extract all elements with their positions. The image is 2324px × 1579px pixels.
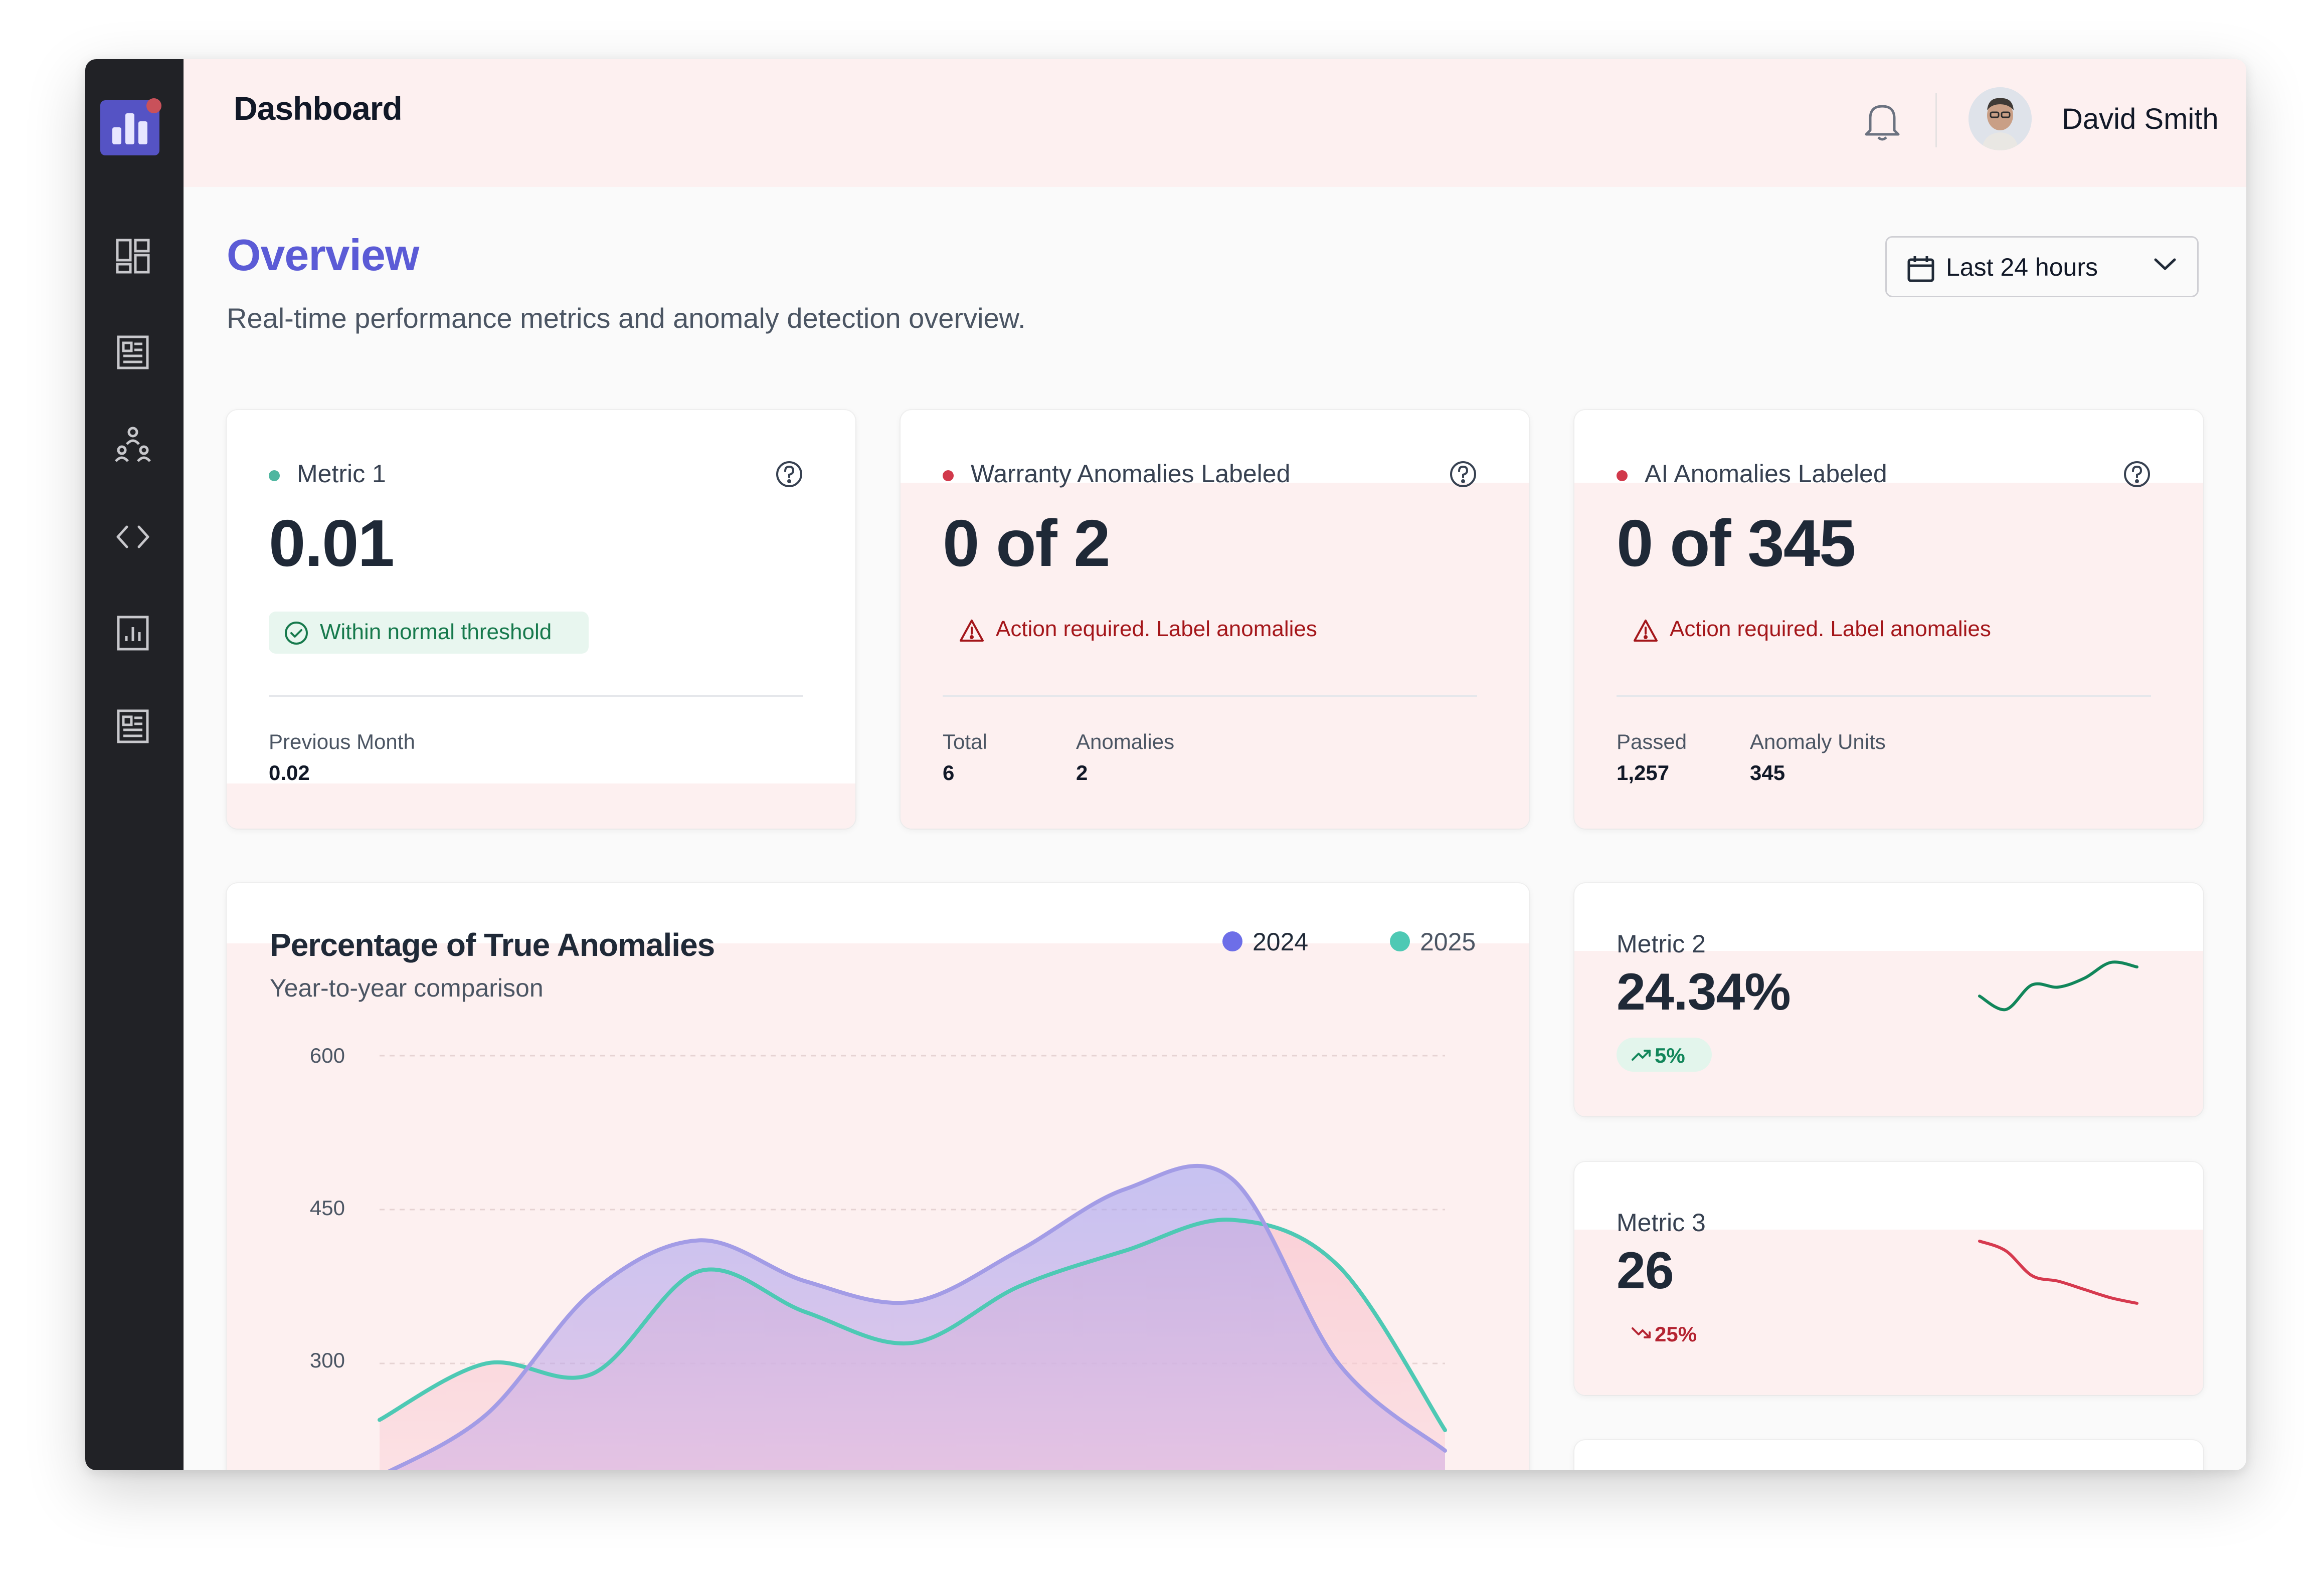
metric-value: 26 (1617, 1242, 1674, 1300)
sparkline-line (1978, 1240, 2138, 1305)
hierarchy-icon (115, 427, 151, 462)
metric-title: Metric 2 (1617, 930, 1706, 958)
help-icon[interactable] (775, 460, 803, 488)
metric-value: 0.01 (269, 506, 395, 580)
metric-title: Metric 1 (297, 460, 386, 488)
sidebar-item-document[interactable] (111, 705, 154, 748)
metric-title: AI Anomalies Labeled (1645, 460, 1887, 488)
metric-value: 0 of 345 (1617, 506, 1856, 580)
metric-title: Warranty Anomalies Labeled (971, 460, 1291, 488)
divider (943, 695, 1477, 697)
chevron-down-icon (2154, 258, 2176, 270)
status-text: Within normal threshold (320, 620, 552, 644)
area-fill-2024 (391, 1165, 1445, 1470)
analytics-icon (117, 616, 149, 651)
chart-title: Percentage of True Anomalies (270, 927, 715, 963)
previous-value: 0.02 (269, 761, 310, 784)
sidebar-item-code[interactable] (111, 515, 154, 558)
metric-card-3[interactable]: Metric 3 26 25% (1574, 1162, 2203, 1395)
sidebar-item-hierarchy[interactable] (111, 423, 154, 466)
avatar[interactable] (1969, 87, 2032, 150)
metric-card-1[interactable]: Metric 1 0.01 Within normal threshold Pr… (227, 410, 855, 829)
legend-dot-2024 (1222, 931, 1242, 951)
y-tick-label: 450 (309, 1196, 345, 1220)
sidebar (85, 59, 184, 1470)
anomalies-value: 2 (1076, 761, 1088, 784)
legend-dot-2025 (1390, 931, 1410, 951)
warning-icon (960, 620, 984, 642)
warning-text: Action required. Label anomalies (1670, 617, 1991, 641)
report-icon (117, 335, 149, 369)
total-label: Total (943, 730, 987, 753)
divider (1617, 695, 2151, 697)
metric-value: 24.34% (1617, 963, 1791, 1021)
passed-label: Passed (1617, 730, 1687, 753)
sparkline-chart (1978, 1240, 2138, 1305)
document-icon (117, 709, 149, 743)
sidebar-item-analytics[interactable] (111, 612, 154, 655)
top-bar: Dashboard David Smith (184, 59, 2246, 187)
trend-up-icon (1632, 1050, 1651, 1061)
divider (269, 695, 803, 697)
code-icon (116, 525, 149, 548)
series-line-2025 (378, 1218, 1447, 1433)
page-title: Dashboard (234, 90, 403, 127)
check-circle-icon (285, 622, 308, 645)
chart-subtitle: Year-to-year comparison (270, 974, 544, 1002)
sparkline-chart (1978, 960, 2138, 1012)
help-icon[interactable] (2123, 460, 2151, 488)
metric-card-2[interactable]: Metric 2 24.34% 5% (1574, 883, 2203, 1116)
anomalies-label: Anomalies (1076, 730, 1175, 753)
legend-2024[interactable]: 2024 (1253, 928, 1309, 956)
warning-icon (1634, 620, 1658, 642)
ai-anomalies-card[interactable]: AI Anomalies Labeled 0 of 345 Action req… (1574, 410, 2203, 829)
metric-value: 0 of 2 (943, 506, 1111, 580)
section-title: Overview (227, 230, 419, 280)
y-tick-label: 600 (309, 1044, 345, 1067)
notification-button[interactable] (1863, 101, 1901, 144)
help-icon[interactable] (1449, 460, 1477, 488)
divider (1935, 93, 1937, 147)
passed-value: 1,257 (1617, 761, 1670, 784)
dashboard-icon (116, 239, 150, 274)
sidebar-item-dashboard[interactable] (111, 235, 154, 278)
time-range-label: Last 24 hours (1946, 253, 2098, 281)
legend-2025[interactable]: 2025 (1420, 928, 1476, 956)
previous-label: Previous Month (269, 730, 415, 753)
anomaly-units-label: Anomaly Units (1750, 730, 1886, 753)
section-subtitle: Real-time performance metrics and anomal… (227, 302, 1026, 334)
sparkline-line (1978, 960, 2138, 1012)
y-tick-label: 300 (309, 1348, 345, 1372)
status-dot (269, 470, 280, 481)
trend-badge: 5% (1617, 1038, 1712, 1072)
calendar-icon (1907, 256, 1934, 282)
trend-badge: 25% (1617, 1316, 1712, 1350)
warning-text: Action required. Label anomalies (996, 617, 1317, 641)
anomaly-units-value: 345 (1750, 761, 1785, 784)
sidebar-item-report[interactable] (111, 331, 154, 374)
trend-value: 5% (1655, 1044, 1685, 1067)
notification-dot (146, 98, 161, 113)
warranty-anomalies-card[interactable]: Warranty Anomalies Labeled 0 of 2 Action… (901, 410, 1529, 829)
time-range-select[interactable]: Last 24 hours (1885, 236, 2199, 297)
status-dot (1617, 470, 1628, 481)
total-value: 6 (943, 761, 955, 784)
status-dot (943, 470, 954, 481)
metric-title: Metric 3 (1617, 1209, 1706, 1237)
metric-card-4[interactable] (1574, 1440, 2203, 1470)
area-chart[interactable] (227, 883, 1529, 1470)
trend-down-icon (1632, 1327, 1651, 1338)
bell-icon (1865, 105, 1900, 141)
series-line-2024 (387, 1163, 1447, 1470)
trend-value: 25% (1655, 1322, 1697, 1346)
anomaly-chart-card: Percentage of True Anomalies Year-to-yea… (227, 883, 1529, 1470)
user-name[interactable]: David Smith (2062, 103, 2219, 135)
status-badge: Within normal threshold (269, 612, 589, 654)
app-window: Dashboard David Smith Overvie (85, 59, 2246, 1470)
